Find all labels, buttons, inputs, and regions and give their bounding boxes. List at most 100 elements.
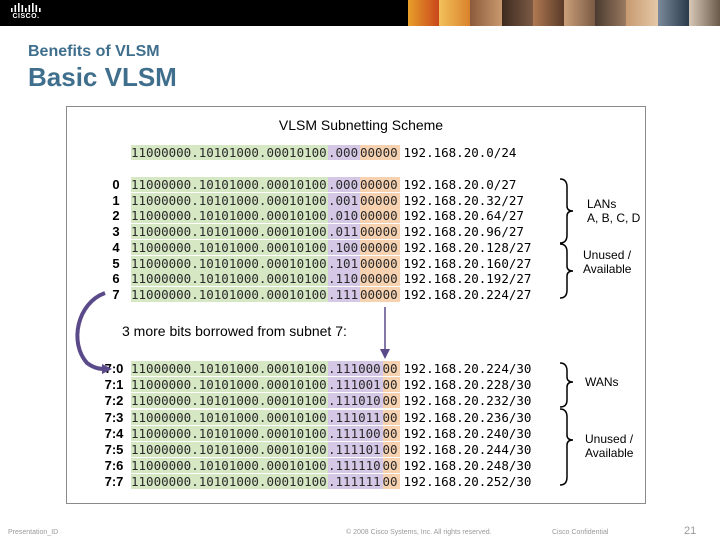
network-bits: 11000000.10101000.00010100 [131, 474, 328, 490]
subnet-row: 7:0 11000000.10101000.00010100.111000 00 19… [67, 361, 645, 376]
subnet-index: 5 [112, 255, 120, 271]
subnet-address: 192.168.20.160/27 [403, 255, 532, 271]
subnet-index: 6 [112, 271, 120, 287]
subnet-row: 7:1 11000000.10101000.00010100.111001 00 19… [67, 377, 645, 393]
subnet-index: 0 [112, 177, 120, 192]
subnet-row: 7:7 11000000.10101000.00010100.111111 00 19… [67, 474, 645, 490]
subnet-index: 7:2 [104, 393, 124, 409]
network-bits: 11000000.10101000.00010100 [131, 145, 328, 160]
subnet-bits: .111010 [328, 393, 383, 409]
subnet-bits: .111110 [328, 458, 383, 474]
network-bits: 11000000.10101000.00010100 [131, 255, 328, 271]
unused-label-2-line1: Unused / [585, 432, 634, 446]
host-bits: 00000 [360, 239, 400, 255]
slide-subtitle: Benefits of VLSM [28, 43, 160, 60]
host-bits: 00 [382, 425, 400, 441]
subnet-row: 7:6 11000000.10101000.00010100.111110 00 19… [67, 458, 645, 474]
subnet-index: 3 [112, 224, 120, 240]
subnet-bits: .111101 [328, 442, 383, 457]
subnet-row: 7:2 11000000.10101000.00010100.111010 00 19… [67, 393, 645, 409]
host-bits: 00 [382, 361, 400, 376]
subnet-row: 3 11000000.10101000.00010100.011 00000 192.… [67, 224, 645, 240]
subnet-address: 192.168.20.248/30 [403, 458, 532, 474]
network-bits: 11000000.10101000.00010100 [131, 271, 328, 287]
lans-brace [559, 178, 574, 244]
network-bits: 11000000.10101000.00010100 [131, 177, 328, 192]
footer-confidential: Cisco Confidential [552, 529, 609, 536]
network-bits: 11000000.10101000.00010100 [131, 208, 328, 224]
subnet-index: 7 [112, 286, 120, 302]
host-bits: 00 [382, 409, 400, 425]
subnet-address: 192.168.20.64/27 [403, 208, 524, 224]
photo-tile [532, 0, 565, 26]
network-bits: 11000000.10101000.00010100 [131, 393, 328, 409]
figure-annotations [75, 178, 574, 486]
network-bits: 11000000.10101000.00010100 [131, 458, 328, 474]
subnet-address: 192.168.20.232/30 [403, 393, 532, 409]
borrow-label: 3 more bits borrowed from subnet 7: [122, 323, 347, 339]
footer-copyright: © 2008 Cisco Systems, Inc. All rights re… [346, 529, 492, 536]
photo-tile [501, 0, 533, 26]
subnet-bits: .100 [328, 239, 360, 255]
network-bits: 11000000.10101000.00010100 [131, 377, 328, 393]
logo-wordmark: CISCO. [12, 13, 40, 20]
subnet-row: 7:3 11000000.10101000.00010100.111011 00 19… [67, 409, 645, 425]
subnet-bits: .111000 [328, 361, 383, 376]
figure-title: VLSM Subnetting Scheme [278, 117, 444, 133]
subnet-bits: .000 [328, 177, 360, 192]
photo-tile [626, 0, 658, 26]
unused-label-1: Unused / Available [583, 248, 631, 276]
unused-label-2-line2: Available [585, 446, 634, 460]
host-bits: 00000 [360, 271, 400, 287]
subnet-bits: .111 [328, 286, 360, 302]
host-bits: 00 [382, 442, 400, 457]
network-bits: 11000000.10101000.00010100 [131, 286, 328, 302]
host-bits: 00000 [360, 255, 400, 271]
page-number: 21 [684, 525, 697, 537]
subnet-address: 192.168.20.0/24 [403, 145, 517, 160]
unused-brace-1 [559, 243, 574, 299]
cisco-logo: CISCO. [8, 3, 44, 23]
subnet-row: 5 11000000.10101000.00010100.101 00000 192.… [67, 255, 645, 271]
subnet-address: 192.168.20.32/27 [403, 192, 524, 208]
subnet-bits: .011 [328, 224, 360, 240]
subnet-row: 1 11000000.10101000.00010100.001 00000 192.… [67, 192, 645, 208]
photo-tile [564, 0, 596, 26]
subnet-row: 7 11000000.10101000.00010100.111 00000 192.… [67, 286, 645, 302]
header-bar: CISCO. [0, 0, 720, 26]
subnet-row: 4 11000000.10101000.00010100.100 00000 192.… [67, 239, 645, 255]
network-bits: 11000000.10101000.00010100 [131, 224, 328, 240]
subnet-address: 192.168.20.192/27 [403, 271, 532, 287]
host-bits: 00000 [360, 145, 400, 160]
lans-label: LANs A, B, C, D [587, 197, 640, 225]
wans-brace [559, 362, 574, 408]
subnet-bits: .111100 [328, 425, 383, 441]
subnet-row: 2 11000000.10101000.00010100.010 00000 192.… [67, 208, 645, 224]
subnet-row: 7:5 11000000.10101000.00010100.111101 00 19… [67, 442, 645, 457]
subnet-address: 192.168.20.252/30 [403, 474, 532, 490]
subnet-index: 1 [112, 192, 120, 208]
photo-tile [595, 0, 627, 26]
subnet-row: 7:4 11000000.10101000.00010100.111100 00 19… [67, 425, 645, 441]
network-bits: 11000000.10101000.00010100 [131, 442, 328, 457]
subnet-index: 7:3 [104, 409, 124, 425]
unused-label-1-line1: Unused / [583, 248, 632, 262]
network-bits: 11000000.10101000.00010100 [131, 239, 328, 255]
host-bits: 00000 [360, 224, 400, 240]
subnet-bits: .001 [328, 192, 360, 208]
subnet-index: 2 [112, 208, 120, 224]
subnet-row: 0 11000000.10101000.00010100.000 00000 192.… [67, 177, 645, 192]
subnet-bits: .110 [328, 271, 360, 287]
subnet-address: 192.168.20.236/30 [403, 409, 532, 425]
photo-tile [688, 0, 720, 26]
host-bits: 00 [382, 458, 400, 474]
subnet-address: 192.168.20.128/27 [403, 239, 532, 255]
subnet-address: 192.168.20.240/30 [403, 425, 532, 441]
subnet-bits: .010 [328, 208, 360, 224]
host-bits: 00 [382, 377, 400, 393]
lans-label-line2: A, B, C, D [587, 211, 641, 225]
host-bits: 00000 [360, 208, 400, 224]
photo-tile [439, 0, 471, 26]
subnet-address: 192.168.20.228/30 [403, 377, 532, 393]
lans-label-line1: LANs [587, 197, 617, 211]
